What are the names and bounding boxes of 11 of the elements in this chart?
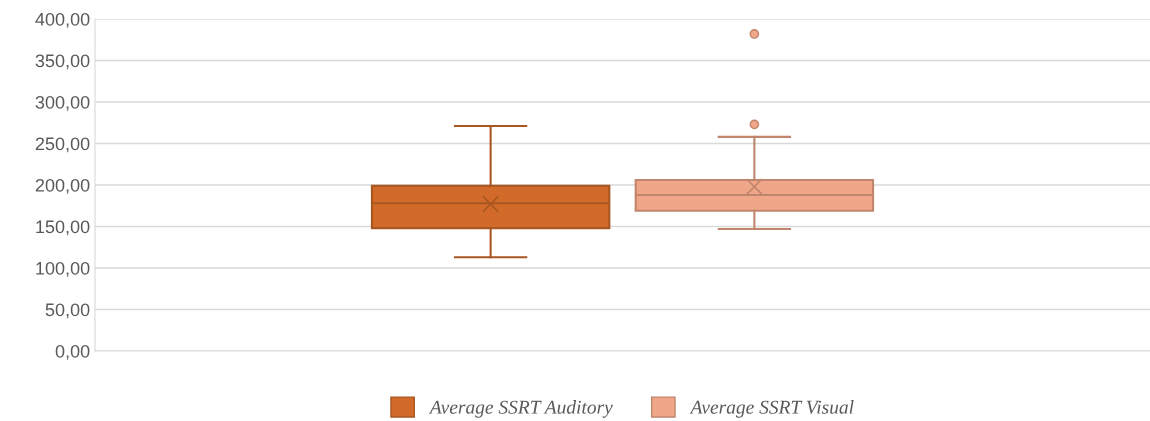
y-tick-label: 100,00 <box>36 261 90 277</box>
y-tick-label: 250,00 <box>35 137 90 153</box>
y-tick-label: 400,00 <box>35 12 90 28</box>
y-tick-label: 50,00 <box>45 303 90 319</box>
y-tick-label: 350,00 <box>35 54 90 70</box>
y-tick-label: 200,00 <box>35 178 90 194</box>
legend-label: Average SSRT Visual <box>689 400 854 418</box>
legend-label: Average SSRT Auditory <box>428 400 613 418</box>
y-tick-label: 150,00 <box>36 220 90 236</box>
y-tick-label: 300,00 <box>35 95 90 111</box>
y-tick-label: 0,00 <box>55 344 90 360</box>
